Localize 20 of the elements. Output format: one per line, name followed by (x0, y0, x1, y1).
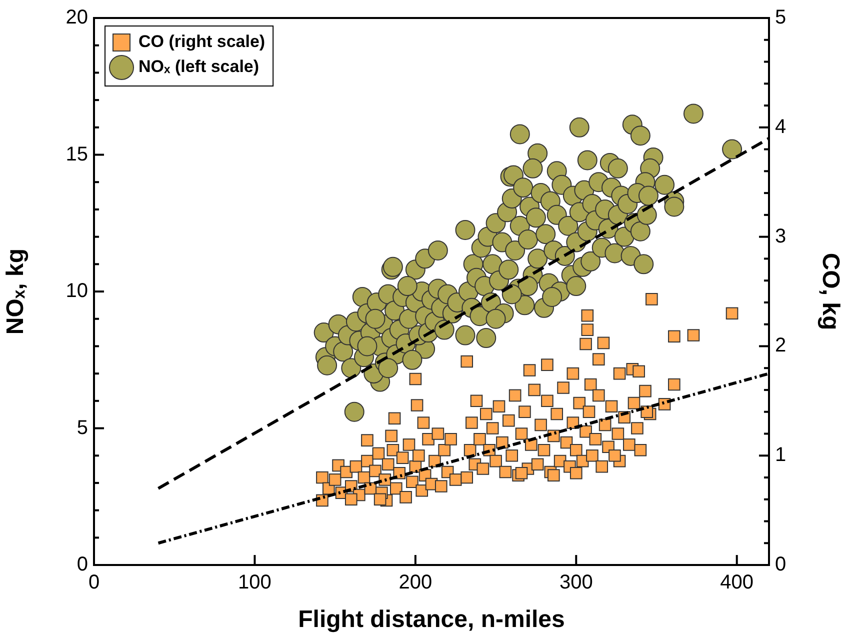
y2-tick-label: 5 (775, 6, 786, 29)
x-tick-label: 400 (720, 572, 754, 594)
x-tick-label: 100 (238, 572, 272, 594)
legend-label: NOₓ (left scale) (138, 57, 260, 76)
y2-tick-label: 1 (775, 444, 786, 466)
y-tick-label: 20 (66, 6, 88, 29)
y-tick-label: 5 (76, 416, 88, 439)
y2-axis-title: CO, kg (816, 252, 844, 330)
x-tick-label: 300 (559, 572, 593, 594)
y-axis-title: NOₓ, kg (2, 248, 30, 335)
y-tick-label: 0 (76, 554, 88, 576)
y2-tick-label: 0 (775, 554, 786, 576)
legend-label: CO (right scale) (138, 32, 266, 52)
y2-tick-label: 4 (775, 116, 786, 138)
y-tick-label: 10 (66, 280, 88, 302)
y2-tick-label: 2 (775, 334, 786, 357)
x-tick-label: 200 (398, 572, 432, 594)
y-tick-label: 15 (66, 143, 88, 166)
x-axis-title: Flight distance, n-miles (298, 606, 565, 634)
y2-tick-label: 3 (775, 225, 786, 248)
